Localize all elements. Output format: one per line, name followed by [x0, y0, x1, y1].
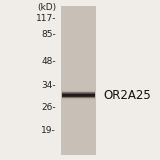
Bar: [62, 95, 95, 96]
Bar: [62, 91, 95, 92]
Bar: [61, 6, 96, 155]
Text: 85-: 85-: [41, 30, 56, 39]
Text: 19-: 19-: [41, 126, 56, 135]
Text: (kD): (kD): [37, 3, 56, 12]
Bar: [62, 91, 95, 92]
Bar: [62, 94, 95, 97]
Text: OR2A25: OR2A25: [103, 89, 151, 102]
Text: 48-: 48-: [41, 57, 56, 66]
Bar: [62, 92, 95, 93]
Bar: [62, 94, 95, 95]
Bar: [62, 96, 95, 97]
Bar: [62, 96, 95, 97]
Text: 26-: 26-: [41, 104, 56, 112]
Bar: [62, 99, 95, 100]
Bar: [62, 92, 95, 93]
Bar: [62, 97, 95, 98]
Bar: [62, 93, 95, 94]
Bar: [62, 97, 95, 98]
Bar: [62, 90, 95, 91]
Text: 34-: 34-: [41, 81, 56, 90]
Bar: [62, 95, 95, 96]
Bar: [62, 98, 95, 99]
Text: 117-: 117-: [36, 14, 56, 23]
